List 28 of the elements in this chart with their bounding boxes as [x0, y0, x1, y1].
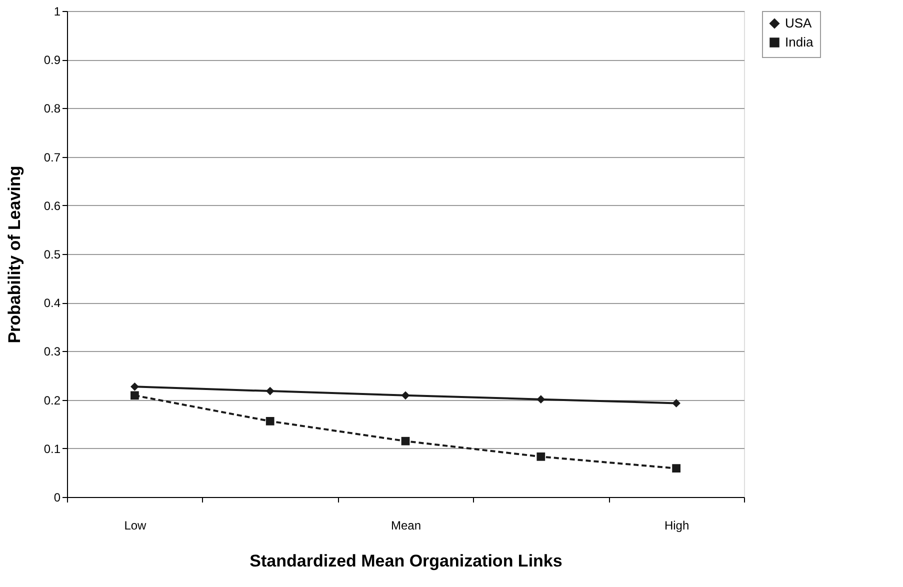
- y-tick-label: 0.3: [44, 344, 61, 359]
- y-tick-label: 0: [54, 490, 61, 504]
- point: [672, 399, 680, 408]
- legend-label: India: [785, 34, 814, 50]
- x-tick-label: Low: [124, 518, 147, 532]
- y-tick-label: 0.1: [44, 442, 61, 456]
- y-tick-label: 0.9: [44, 53, 61, 68]
- y-tick-label: 0.5: [44, 248, 61, 262]
- point: [536, 452, 546, 461]
- y-tick-label: 0.4: [44, 296, 61, 310]
- x-tick-label: Mean: [390, 518, 422, 532]
- x-tick-label: High: [664, 518, 690, 532]
- y-tick-label: 0.2: [44, 393, 61, 408]
- x-axis-title: Standardized Mean Organization Links: [250, 552, 562, 570]
- point: [672, 464, 680, 473]
- point: [130, 382, 139, 391]
- point: [130, 391, 139, 400]
- y-tick-label: 0.8: [44, 102, 61, 116]
- y-tick-label: 1: [54, 4, 61, 18]
- y-axis-title: Probability of Leaving: [4, 166, 24, 344]
- y-tick-label: 0.7: [44, 150, 61, 164]
- point: [401, 436, 410, 446]
- point: [536, 395, 546, 404]
- y-tick-label: 0.6: [44, 198, 61, 213]
- point: [266, 417, 274, 426]
- point: [401, 391, 410, 400]
- point: [266, 386, 274, 396]
- legend-label: USA: [785, 16, 812, 30]
